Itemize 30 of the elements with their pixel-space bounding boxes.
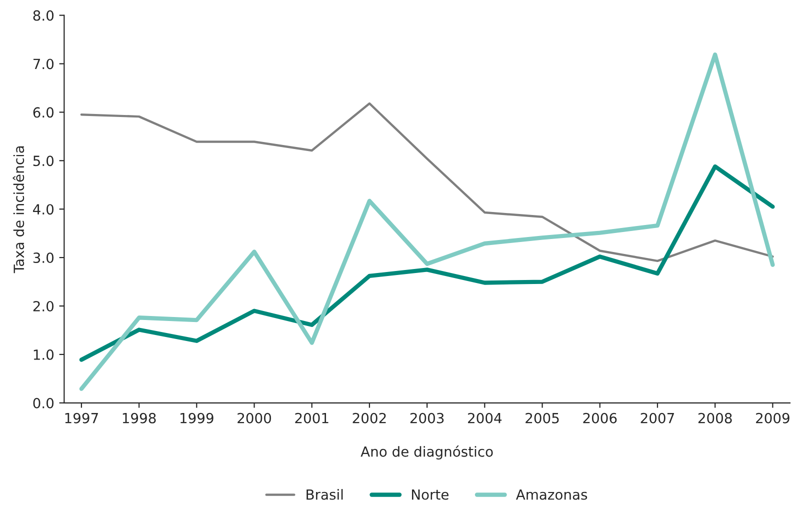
legend-label: Amazonas	[516, 489, 588, 500]
x-tick-label: 1997	[65, 412, 98, 424]
y-axis-title: Taxa de incidência	[12, 146, 24, 274]
y-tick-label: 5.0	[33, 156, 54, 166]
y-tick-label: 2.0	[33, 300, 54, 312]
line-series	[79, 52, 775, 391]
x-tick-label: 1998	[122, 412, 156, 424]
x-tick-label: 2009	[756, 412, 790, 424]
x-axis-title: Ano de diagnóstico	[360, 446, 493, 460]
x-tick-label: 2002	[352, 412, 386, 424]
y-tick-label: 4.0	[33, 204, 54, 215]
x-tick-label: 2001	[295, 412, 328, 424]
y-tick-label: 0.0	[33, 398, 54, 408]
x-tick-label: 2003	[410, 412, 444, 424]
line-series	[80, 102, 774, 262]
y-tick-label: 6.0	[33, 107, 54, 118]
y-tick-label: 8.0	[33, 10, 54, 21]
y-tick-label: 1.0	[34, 349, 54, 360]
legend-label: Norte	[412, 489, 448, 500]
x-tick-label: 2005	[526, 412, 559, 424]
y-tick-label: 3.0	[33, 252, 54, 264]
legend-label: Brasil	[306, 489, 343, 500]
line-series	[79, 164, 775, 362]
y-tick-label: 7.0	[33, 58, 54, 70]
x-tick-label: 2008	[698, 412, 732, 424]
x-tick-label: 1999	[180, 412, 214, 424]
x-tick-label: 2007	[640, 412, 674, 424]
x-tick-label: 2006	[583, 412, 617, 424]
x-tick-label: 2004	[468, 412, 502, 424]
x-tick-label: 2000	[238, 412, 272, 424]
